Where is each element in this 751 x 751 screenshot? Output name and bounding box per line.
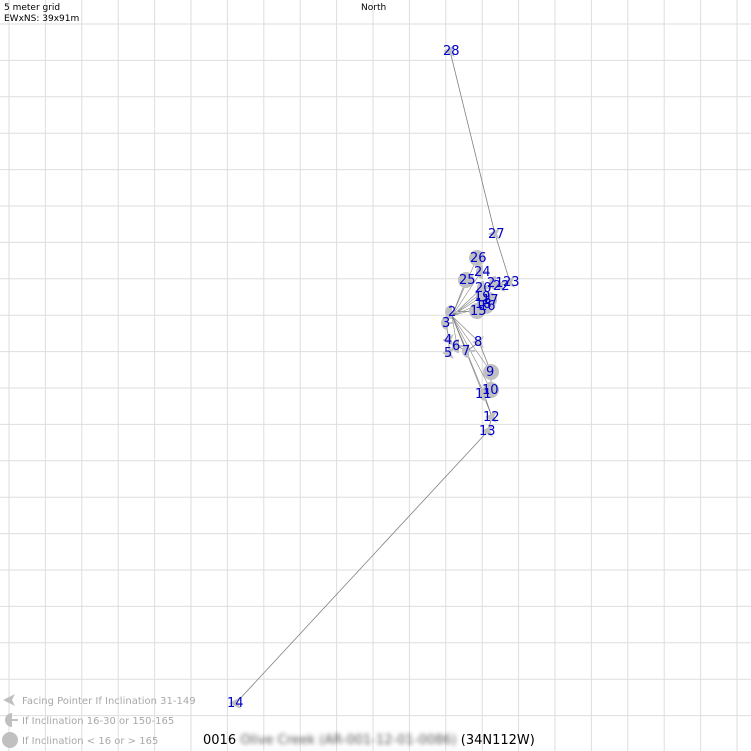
survey-link (449, 50, 496, 235)
survey-link (451, 315, 492, 373)
station-marker-half-icon (479, 387, 492, 401)
station-marker-half-icon (441, 316, 454, 330)
station-marker-pointer-icon (493, 280, 505, 292)
station-markers (229, 45, 515, 709)
survey-link (451, 315, 480, 343)
station-label: 18 (475, 297, 492, 312)
footer-site-name: Olive Creek (AR-001-12-01-0086) (240, 733, 457, 748)
station-marker-circle-icon (469, 250, 485, 266)
station-label: 10 (482, 383, 499, 398)
station-label: 2 (448, 305, 456, 320)
station-label: 12 (483, 410, 500, 425)
station-label: 22 (493, 279, 510, 294)
station-marker-half-icon (452, 339, 465, 353)
station-label: 7 (462, 344, 470, 359)
survey-link (494, 233, 511, 283)
station-marker-half-icon (476, 265, 489, 279)
station-marker-circle-icon (483, 364, 499, 380)
survey-link (451, 315, 492, 391)
legend-label: If Inclination 16-30 or 150-165 (22, 716, 174, 727)
station-label: 14 (227, 696, 244, 711)
legend-label: If Inclination < 16 or > 165 (22, 736, 158, 747)
legend-label: Facing Pointer If Inclination 31-149 (22, 696, 196, 707)
station-marker-circle-icon (458, 272, 474, 288)
station-marker-pointer-icon (229, 697, 241, 709)
station-label: 24 (474, 265, 491, 280)
legend-circle-icon (2, 732, 18, 748)
survey-link (451, 271, 482, 317)
footer-zone: (34N112W) (460, 733, 535, 748)
station-label: 5 (444, 346, 452, 361)
station-marker-pointer-icon (442, 334, 454, 346)
station-label: 3 (442, 316, 450, 331)
station-label: 6 (452, 339, 460, 354)
station-label: 11 (475, 387, 492, 402)
station-label: 20 (475, 281, 492, 296)
station-marker-half-icon (462, 344, 475, 358)
station-label: 8 (474, 335, 482, 350)
legend-pointer-icon (3, 694, 15, 706)
station-marker-pointer-icon (472, 336, 484, 348)
station-marker-pointer-icon (488, 228, 500, 240)
station-label: 23 (503, 275, 520, 290)
station-label: 9 (486, 365, 494, 380)
station-label: 27 (488, 227, 505, 242)
station-label: 13 (479, 424, 496, 439)
station-label: 25 (459, 273, 476, 288)
grid-scale-label: 5 meter grid (4, 3, 61, 13)
legend: Facing Pointer If Inclination 31-149 If I… (2, 694, 196, 748)
station-marker-pointer-icon (443, 45, 455, 57)
station-label: 17 (482, 293, 499, 308)
station-marker-pointer-icon (503, 276, 515, 288)
station-label: 16 (479, 299, 496, 314)
survey-link (235, 430, 489, 704)
station-label: 28 (443, 44, 460, 59)
station-marker-half-icon (477, 281, 490, 295)
station-marker-pointer-icon (481, 425, 493, 437)
station-label: 15 (470, 304, 487, 319)
station-marker-half-icon (445, 305, 458, 319)
extent-label: EWxNS: 39x91m (4, 14, 80, 24)
legend-half-circle-icon (5, 713, 18, 727)
north-label: North (361, 3, 387, 13)
footer-id: 0016 (203, 733, 237, 748)
station-label: 4 (444, 333, 452, 348)
station-label: 26 (470, 251, 487, 266)
station-label: 19 (474, 290, 491, 305)
station-label: 21 (487, 276, 504, 291)
station-marker-pointer-icon (485, 411, 497, 423)
station-marker-pointer-icon (442, 347, 454, 359)
footer-title: 0016 Olive Creek (AR-001-12-01-0086) (34… (203, 733, 535, 748)
